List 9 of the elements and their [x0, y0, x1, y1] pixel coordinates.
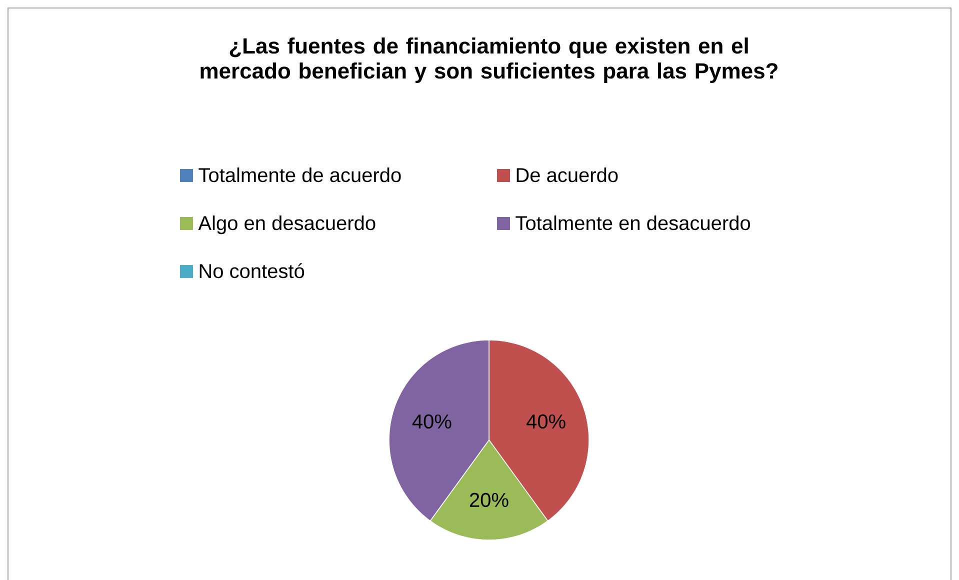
legend-label: No contestó	[200, 263, 304, 278]
legend-label: Algo en desacuerdo	[198, 215, 376, 234]
data-label: 20%	[470, 492, 508, 508]
data-label: 40%	[412, 414, 452, 429]
legend-label: De acuerdo	[516, 167, 618, 182]
chart-title: ¿Las fuentes de financiamiento que existen en el mercado benefician y son suficientes para las Pymes?	[200, 38, 778, 84]
legend-label: Totalmente en desacuerdo	[516, 215, 750, 230]
data-label: 40%	[526, 414, 566, 429]
legend-label: Totalmente de acuerdo	[198, 167, 401, 182]
